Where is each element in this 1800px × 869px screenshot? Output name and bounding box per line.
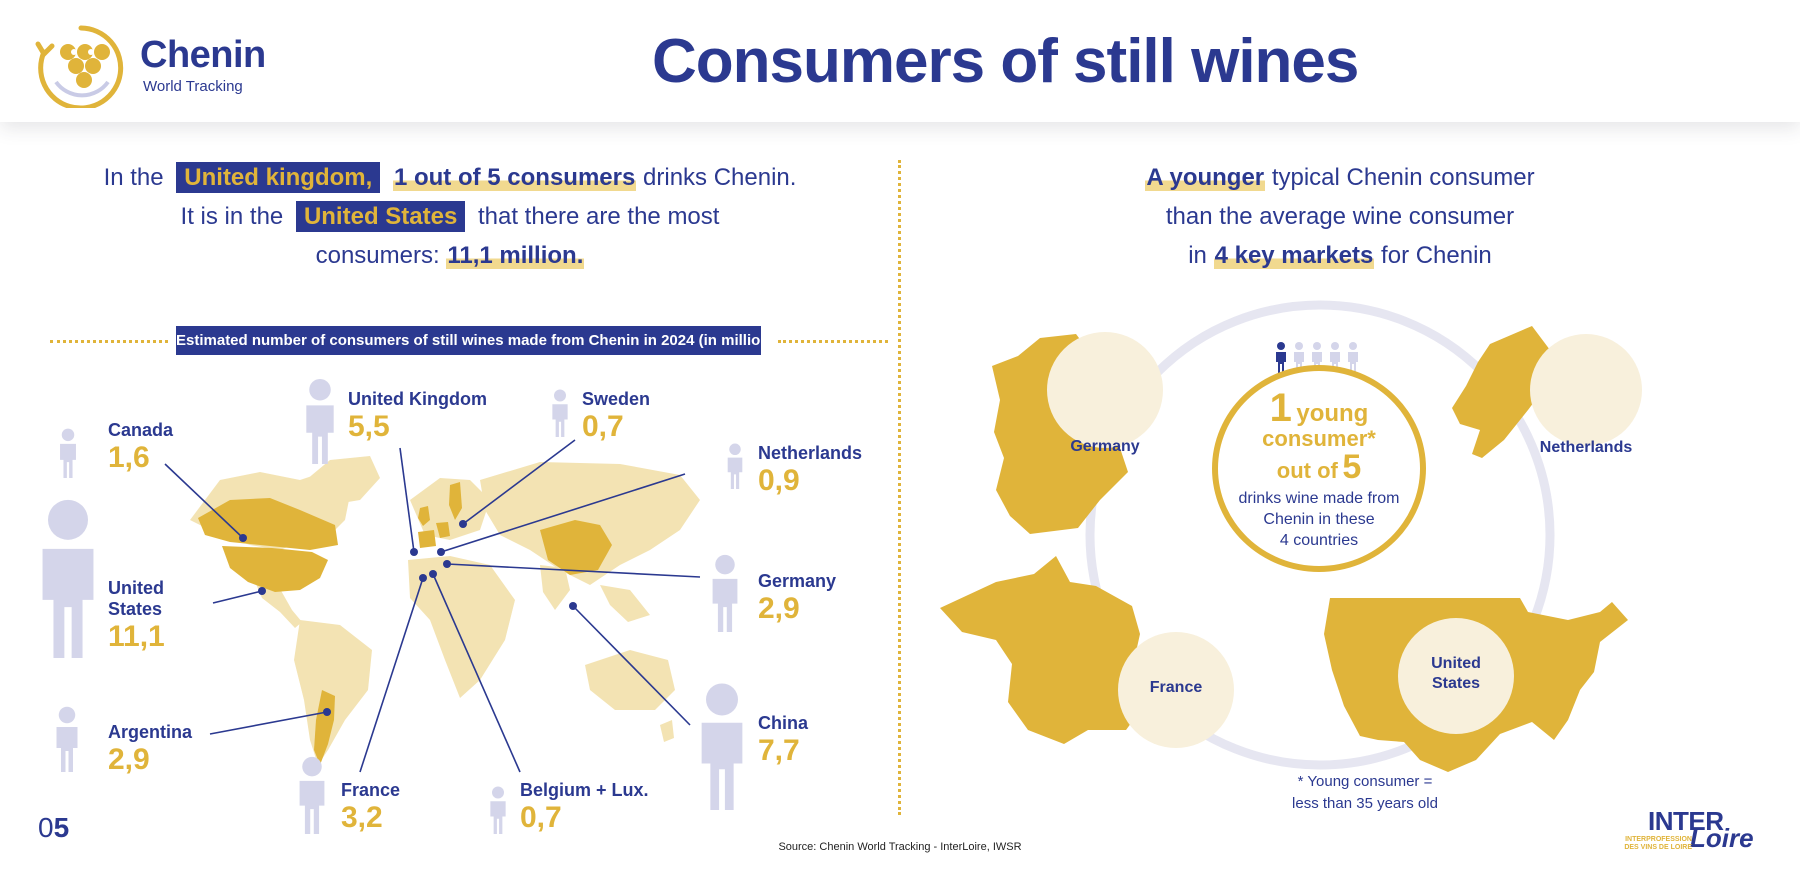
page-number: 05 [38,812,70,843]
person-icon-belgium-lux [490,786,506,834]
source-note: Source: Chenin World Tracking - InterLoi… [778,841,1022,853]
market-label-france: France [1149,679,1203,696]
person-icon-united-states [42,499,94,658]
header: Chenin World Tracking Consumers of still… [0,0,1800,122]
person-icon-sweden [552,389,568,437]
market-label-netherlands: Netherlands [1539,439,1633,456]
person-icon-argentina [56,706,78,772]
highlight-younger: A younger [1145,164,1266,191]
young-consumer-subtext: drinks wine made from Chenin in these 4 … [1238,490,1400,549]
germany-circle [1047,332,1163,448]
map-china [540,520,612,575]
label-germany: Germany 2,9 [758,571,837,625]
label-argentina: Argentina 2,9 [108,722,193,776]
page-title: Consumers of still wines [652,27,1359,96]
label-canada: Canada 1,6 [108,420,174,474]
map-united-kingdom [418,506,430,526]
banner-dots-right [778,340,888,343]
section-divider [898,160,901,815]
person-icon-canada [60,428,76,478]
france-shape [940,556,1148,744]
leader-lines [164,439,701,773]
young-consumer-line1: 1 young [1269,386,1369,430]
label-united-states: United States 11,1 [108,578,165,653]
logo-title: Chenin [140,34,266,76]
person-icon-france [299,756,325,834]
interloire-logo-top: INTER [1648,806,1724,836]
world-map [164,439,701,773]
map-sweden [449,482,462,520]
label-sweden: Sweden 0,7 [582,389,651,443]
netherlands-circle [1530,334,1642,446]
map-germany [436,522,450,538]
label-united-kingdom: United Kingdom 5,5 [348,389,487,443]
person-icon-china [701,683,743,810]
label-france: France 3,2 [341,780,401,834]
map-united-states [222,546,328,592]
highlight-1-of-5: 1 out of 5 consumers [392,164,637,191]
young-consumer-footnote: * Young consumer = less than 35 years ol… [1292,773,1438,812]
map-canada [198,498,338,550]
united-states-circle [1398,618,1514,734]
interloire-logo-small: INTERPROFESSION DES VINS DE LOIRE [1624,836,1692,851]
highlight-us: United States [295,201,466,232]
leader-dots [239,520,577,716]
map-argentina [314,690,335,765]
interloire-logo-bottom: Loire [1690,823,1754,853]
right-headline: A younger typical Chenin consumer than t… [1145,164,1535,269]
map-france [418,530,436,548]
chenin-grape-logo [35,25,124,108]
key-markets-graphic [940,300,1642,772]
highlight-uk: United kingdom, [176,162,381,193]
markets-ring [1085,300,1555,770]
highlight-4-key-markets: 4 key markets [1213,242,1375,269]
left-headline: In the United kingdom, 1 out of 5 consum… [103,162,797,269]
label-china: China 7,7 [758,713,809,767]
person-icon-netherlands [727,443,743,489]
france-circle [1118,632,1234,748]
young-consumer-ring [1212,365,1426,572]
people-row-icon [1276,342,1358,374]
market-label-germany: Germany [1070,438,1140,455]
young-consumer-line3: out of 5 [1276,448,1362,486]
label-netherlands: Netherlands 0,9 [758,443,863,497]
person-icon-germany [712,554,738,632]
highlight-11-million: 11,1 million. [446,242,585,269]
chart-banner: Estimated number of consumers of still w… [176,326,783,355]
netherlands-shape [1452,326,1550,458]
young-consumer-line2: consumer* [1262,426,1376,451]
logo-subtitle: World Tracking [143,78,243,95]
banner-dots-left [50,340,168,343]
person-icon-united-kingdom [306,378,334,464]
highlighted-countries [198,482,612,765]
label-belgium-lux: Belgium + Lux. 0,7 [520,780,649,834]
market-label-united-states: United States [1431,655,1481,692]
